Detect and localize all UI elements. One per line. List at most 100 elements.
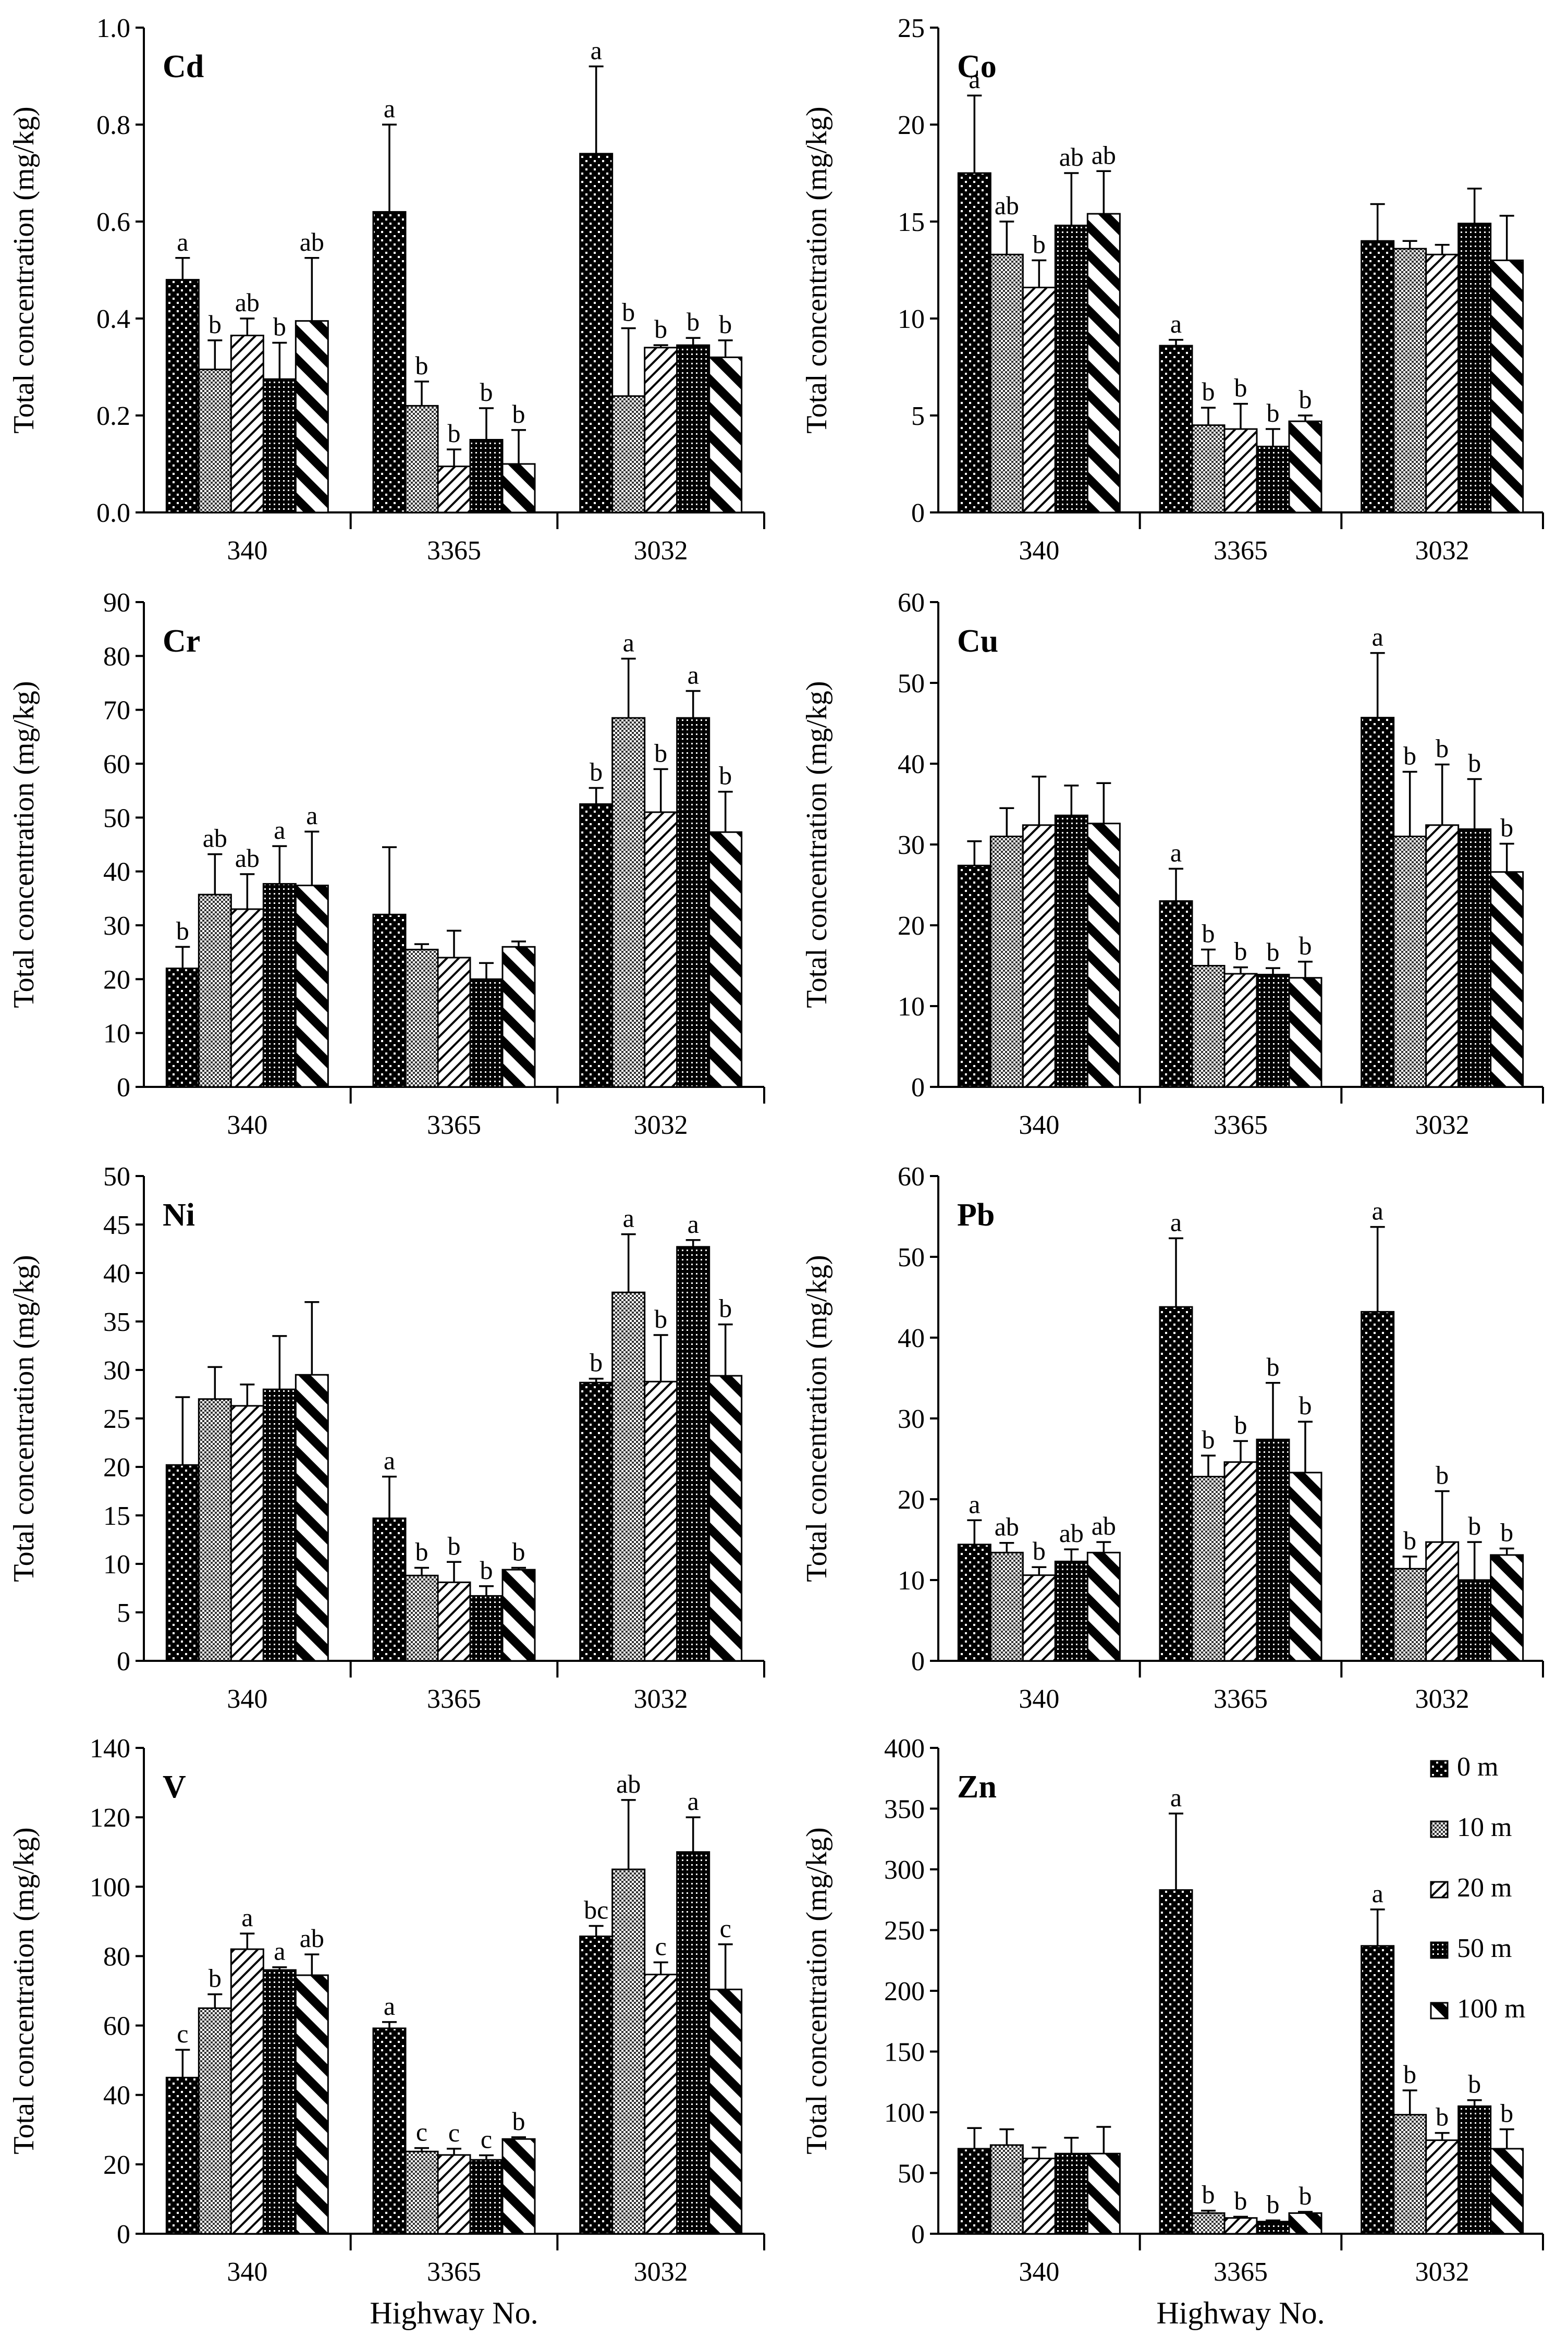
chart-panels: 0.0 0.2 0.4 0.6 0.8 1.0 Total concentration (m… bbox=[8, 14, 1544, 2330]
y-tick-label: 20 bbox=[103, 965, 130, 995]
bar-0-m bbox=[165, 1464, 200, 1662]
bar-50-m bbox=[1457, 223, 1492, 513]
significance-label: b bbox=[1234, 373, 1247, 402]
x-tick-label: 3032 bbox=[634, 1684, 688, 1714]
y-tick-label: 50 bbox=[898, 1243, 925, 1272]
legend-swatch bbox=[1430, 1820, 1449, 1838]
significance-label: b bbox=[512, 399, 525, 429]
bar-10-m bbox=[611, 717, 646, 1088]
significance-label: ab bbox=[235, 843, 260, 873]
significance-label: b bbox=[687, 307, 700, 336]
bar-50-m bbox=[1457, 828, 1492, 1088]
x-tick-label: 3365 bbox=[1214, 2257, 1268, 2287]
significance-label: b bbox=[209, 1964, 222, 1993]
bar-100-m bbox=[1490, 259, 1524, 513]
x-tick-label: 3032 bbox=[1415, 536, 1469, 566]
significance-label: ab bbox=[235, 288, 260, 317]
panel-v: 0 20 40 60 80 100 120 140 Total concentration (m… bbox=[8, 1734, 765, 2330]
bar-10-m bbox=[405, 1574, 439, 1662]
significance-label: b bbox=[1202, 2180, 1215, 2209]
y-tick-label: 1.0 bbox=[96, 14, 130, 43]
y-tick-label: 350 bbox=[884, 1795, 925, 1825]
bar-50-m bbox=[469, 2159, 504, 2235]
panel-title: Ni bbox=[163, 1197, 195, 1233]
significance-label: b bbox=[512, 2107, 525, 2136]
bar-0-m bbox=[372, 913, 407, 1088]
bar-100-m bbox=[708, 1988, 743, 2235]
significance-label: ab bbox=[616, 1769, 641, 1798]
bar-100-m bbox=[501, 463, 536, 513]
significance-label: b bbox=[1299, 2181, 1312, 2210]
y-tick-label: 50 bbox=[898, 669, 925, 699]
legend: 0 m 10 m 20 m 50 m 100 m bbox=[1430, 1752, 1525, 2024]
bar-50-m bbox=[469, 978, 504, 1088]
bar-group-3032: bc ab c a c 3032 bbox=[579, 1769, 743, 2287]
bar-20-m bbox=[1223, 973, 1258, 1088]
y-tick-label: 10 bbox=[898, 1566, 925, 1596]
x-tick-label: 340 bbox=[1019, 1110, 1059, 1140]
significance-label: b bbox=[1234, 1410, 1247, 1439]
y-tick-label: 0 bbox=[911, 498, 925, 528]
bar-20-m bbox=[1223, 2217, 1258, 2235]
panel-title: V bbox=[163, 1769, 186, 1805]
y-tick-label: 200 bbox=[884, 1977, 925, 2006]
y-axis-label: Total concentration (mg/kg) bbox=[8, 681, 40, 1008]
bar-10-m bbox=[405, 2150, 439, 2235]
significance-label: b bbox=[1202, 377, 1215, 406]
significance-label: b bbox=[1299, 931, 1312, 960]
bar-50-m bbox=[1256, 2221, 1290, 2235]
significance-label: b bbox=[1234, 2186, 1247, 2215]
bar-0-m bbox=[1361, 1311, 1395, 1662]
significance-label: b bbox=[1403, 2060, 1416, 2089]
bar-0-m bbox=[957, 2148, 991, 2235]
bar-group-340: 340 bbox=[165, 1301, 329, 1714]
panel-title: Cd bbox=[163, 49, 204, 84]
bar-100-m bbox=[1288, 420, 1322, 513]
bar-group-3032: b a b a b 3032 bbox=[579, 1204, 743, 1714]
bar-0-m bbox=[165, 279, 200, 513]
significance-label: b bbox=[590, 1348, 603, 1377]
significance-label: a bbox=[688, 1209, 699, 1239]
significance-label: b bbox=[1500, 2099, 1513, 2128]
significance-label: b bbox=[415, 351, 428, 380]
legend-item-100-m: 100 m bbox=[1430, 1994, 1525, 2024]
bar-10-m bbox=[1191, 424, 1226, 513]
significance-label: b bbox=[1202, 1425, 1215, 1454]
panel-pb: 0 10 20 30 40 50 60 Total concentration (mg/kg)… bbox=[801, 1162, 1544, 1714]
bar-group-340: 340 bbox=[957, 2126, 1121, 2287]
bar-100-m bbox=[1086, 823, 1121, 1088]
significance-label: b bbox=[1299, 385, 1312, 414]
bar-20-m bbox=[1425, 1541, 1460, 1662]
bar-0-m bbox=[1159, 345, 1193, 513]
significance-label: b bbox=[1436, 1461, 1449, 1490]
bar-group-340: 340 bbox=[957, 776, 1121, 1140]
bar-50-m bbox=[1457, 2105, 1492, 2235]
bar-100-m bbox=[295, 320, 329, 513]
legend-swatch bbox=[1430, 1760, 1449, 1778]
significance-label: b bbox=[480, 377, 493, 407]
bar-100-m bbox=[1490, 1554, 1524, 1662]
significance-label: b bbox=[590, 757, 603, 787]
bar-10-m bbox=[989, 2144, 1024, 2235]
bar-10-m bbox=[405, 949, 439, 1088]
legend-label: 50 m bbox=[1457, 1933, 1512, 1963]
y-tick-label: 60 bbox=[103, 2012, 130, 2041]
bar-100-m bbox=[708, 1375, 743, 1662]
bar-0-m bbox=[957, 1544, 991, 1662]
y-tick-label: 40 bbox=[898, 1324, 925, 1353]
significance-label: b bbox=[1468, 748, 1481, 777]
x-tick-label: 340 bbox=[227, 536, 267, 566]
legend-label: 0 m bbox=[1457, 1752, 1498, 1782]
y-tick-label: 80 bbox=[103, 642, 130, 671]
significance-label: c bbox=[655, 1931, 667, 1961]
legend-swatch bbox=[1430, 1881, 1449, 1899]
significance-label: a bbox=[1170, 838, 1182, 867]
bar-0-m bbox=[579, 1381, 614, 1662]
y-tick-label: 60 bbox=[898, 588, 925, 618]
y-tick-label: 5 bbox=[911, 401, 925, 431]
y-tick-label: 40 bbox=[898, 750, 925, 779]
